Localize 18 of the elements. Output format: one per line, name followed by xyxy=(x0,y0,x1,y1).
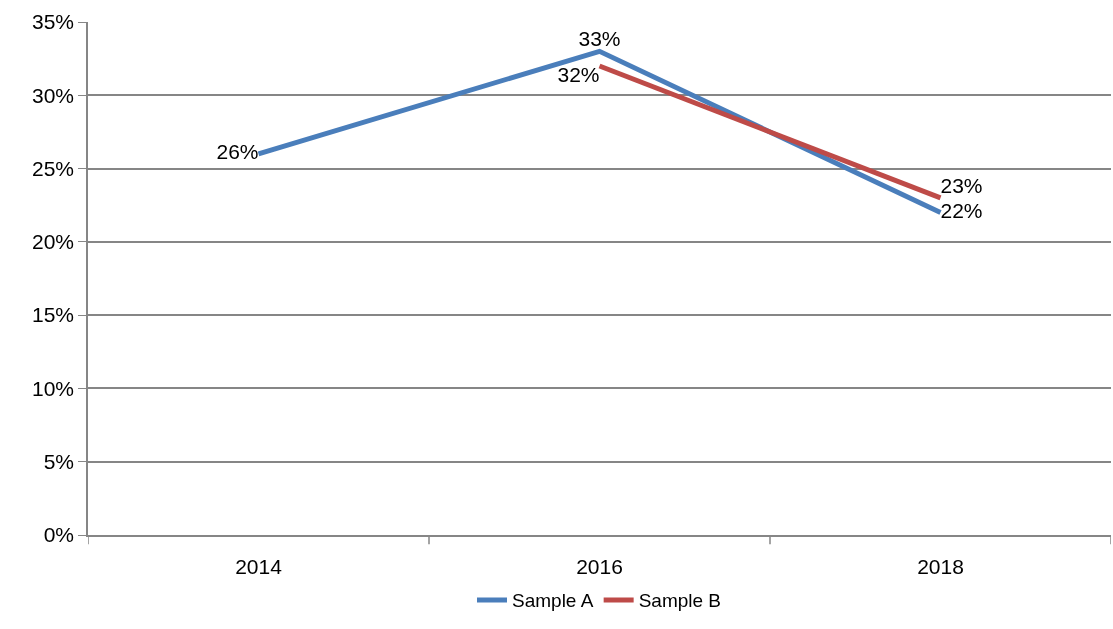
data-label: 26% xyxy=(216,140,259,164)
y-tick-label: 15% xyxy=(32,303,75,327)
legend-label: Sample A xyxy=(512,590,594,612)
y-tick-label: 5% xyxy=(43,450,75,474)
x-tick-label: 2018 xyxy=(917,554,964,578)
data-label: 33% xyxy=(578,27,621,51)
y-tick-label: 10% xyxy=(32,376,75,400)
data-label: 22% xyxy=(940,198,983,222)
data-label: 32% xyxy=(557,62,600,86)
y-tick-label: 0% xyxy=(43,523,75,547)
x-tick-label: 2014 xyxy=(235,554,283,578)
legend-label: Sample B xyxy=(638,590,722,612)
y-tick-label: 30% xyxy=(32,83,75,107)
y-tick-label: 20% xyxy=(32,230,75,254)
data-label: 23% xyxy=(940,173,983,197)
x-tick-label: 2016 xyxy=(576,554,623,578)
y-tick-label: 25% xyxy=(32,156,75,180)
y-tick-label: 35% xyxy=(32,10,75,34)
